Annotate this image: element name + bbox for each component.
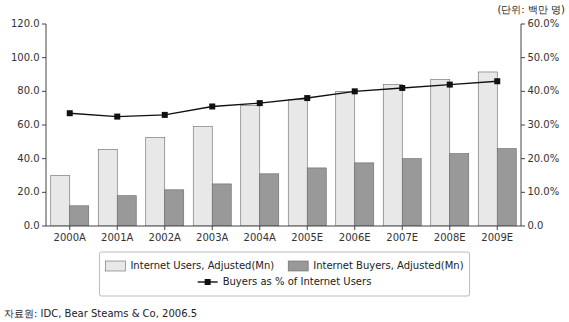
tick-label: 50.0% (527, 52, 559, 63)
tick-mark (521, 226, 525, 227)
tick-label: 40.0% (527, 85, 559, 96)
x-tick-label: 2005E (291, 232, 323, 243)
bar (450, 154, 469, 226)
legend: Internet Users, Adjusted(Mn) Internet Buy… (99, 252, 469, 296)
x-tick-label: 2002A (149, 232, 181, 243)
bar (193, 127, 212, 226)
x-tick-label: 2007E (386, 232, 418, 243)
legend-marker (205, 279, 211, 285)
line-marker (209, 103, 215, 109)
bar (288, 100, 307, 226)
x-tick-label: 2000A (54, 232, 86, 243)
tick-label: 120.0 (11, 18, 40, 29)
legend-label: Internet Buyers, Adjusted(Mn) (313, 260, 463, 271)
x-tick-mark (259, 226, 260, 230)
bar (165, 190, 184, 226)
x-tick-mark (307, 226, 308, 230)
x-tick-mark (69, 226, 70, 230)
bar (478, 72, 497, 226)
line-marker (67, 110, 73, 116)
bar (51, 176, 70, 227)
tick-mark (521, 57, 525, 58)
chart: 0.0 20.0 40.0 60.0 80.0 100.0 120.0 0.0 10.0% 20.… (0, 0, 569, 322)
tick-label: 20.0 (17, 186, 39, 197)
tick-mark (42, 57, 46, 58)
legend-frame (99, 252, 469, 296)
tick-label: 100.0 (11, 52, 40, 63)
tick-label: 20.0% (527, 153, 559, 164)
bar (336, 91, 355, 226)
line-marker (304, 95, 310, 101)
bar (241, 106, 260, 226)
tick-mark (42, 158, 46, 159)
x-tick-label: 2006E (339, 232, 371, 243)
x-tick-label: 2001A (101, 232, 133, 243)
tick-mark (42, 91, 46, 92)
bar (146, 138, 165, 226)
x-tick-mark (212, 226, 213, 230)
tick-label: 30.0% (527, 119, 559, 130)
tick-mark (42, 226, 46, 227)
bar (383, 85, 402, 226)
tick-mark (521, 125, 525, 126)
plot-marks (51, 72, 517, 226)
tick-mark (521, 158, 525, 159)
line-marker (162, 112, 168, 118)
x-tick-label: 2009E (481, 232, 513, 243)
legend-label: Internet Users, Adjusted(Mn) (130, 260, 274, 271)
line-marker (494, 78, 500, 84)
x-tick-mark (402, 226, 403, 230)
x-tick-label: 2003A (196, 232, 228, 243)
unit-text: (단위: 백만 명) (497, 4, 565, 15)
x-tick-mark (164, 226, 165, 230)
legend-swatch (105, 261, 125, 271)
bar (260, 174, 279, 226)
bar (497, 149, 516, 226)
source-text: 자료원: IDC, Bear Steams & Co, 2006.5 (4, 308, 197, 319)
tick-mark (521, 192, 525, 193)
tick-label: 60.0 (17, 119, 39, 130)
bar (98, 149, 117, 226)
bar (431, 80, 450, 226)
tick-label: 60.0% (527, 18, 559, 29)
tick-mark (42, 125, 46, 126)
line-marker (399, 85, 405, 91)
bar (355, 163, 374, 226)
legend-label: Buyers as % of Internet Users (223, 276, 372, 287)
tick-mark (42, 24, 46, 25)
legend-item: Internet Buyers, Adjusted(Mn) (288, 260, 463, 271)
bar (212, 184, 231, 226)
tick-label: 0.0 (527, 220, 543, 231)
x-tick-label: 2008E (434, 232, 466, 243)
tick-mark (521, 24, 525, 25)
x-tick-mark (117, 226, 118, 230)
bar (402, 159, 421, 226)
legend-swatch (288, 261, 308, 271)
x-tick-mark (354, 226, 355, 230)
tick-mark (42, 192, 46, 193)
bar (307, 168, 326, 226)
tick-label: 80.0 (17, 85, 39, 96)
line-marker (352, 88, 358, 94)
bar (117, 196, 136, 226)
tick-label: 0.0 (24, 220, 40, 231)
x-tick-mark (449, 226, 450, 230)
tick-label: 40.0 (17, 153, 39, 164)
line (70, 81, 498, 116)
legend-item: Buyers as % of Internet Users (198, 276, 372, 287)
tick-label: 10.0% (527, 186, 559, 197)
x-tick-mark (497, 226, 498, 230)
legend-item: Internet Users, Adjusted(Mn) (105, 260, 274, 271)
line-marker (257, 100, 263, 106)
bar (70, 206, 89, 226)
x-tick-label: 2004A (244, 232, 276, 243)
line-marker (447, 82, 453, 88)
tick-mark (521, 91, 525, 92)
line-marker (114, 114, 120, 120)
